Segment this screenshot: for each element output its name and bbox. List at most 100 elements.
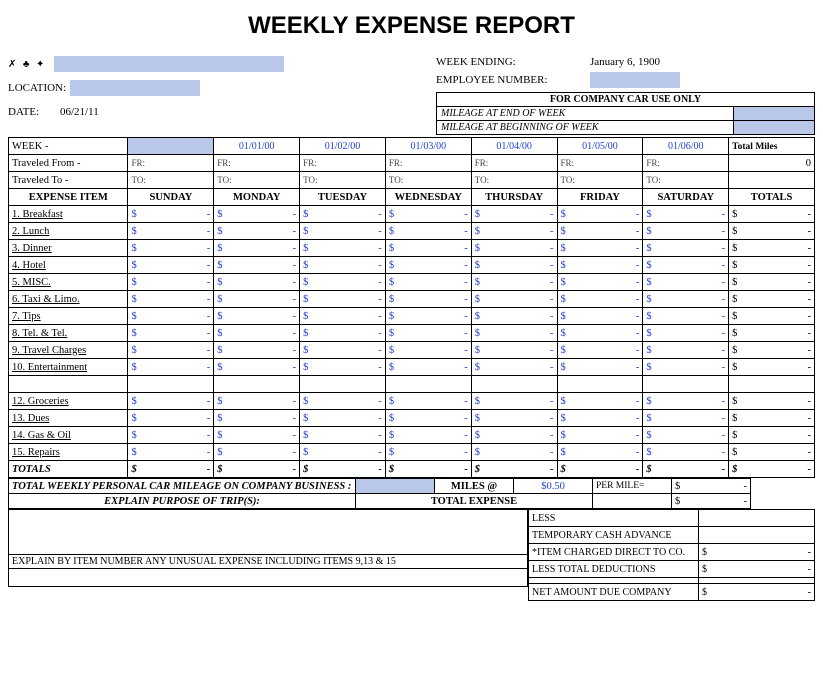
amt-5-4[interactable]: $- xyxy=(471,291,557,308)
amt-13-5[interactable]: $- xyxy=(557,427,643,444)
to-0[interactable]: TO: xyxy=(128,172,214,189)
amt-5-0[interactable]: $- xyxy=(128,291,214,308)
amt-8-0[interactable]: $- xyxy=(128,342,214,359)
amt-1-6[interactable]: $- xyxy=(643,223,729,240)
amt-3-3[interactable]: $- xyxy=(385,257,471,274)
amt-6-4[interactable]: $- xyxy=(471,308,557,325)
amt-0-6[interactable]: $- xyxy=(643,206,729,223)
amt-14-6[interactable]: $- xyxy=(643,444,729,461)
amt-5-2[interactable]: $- xyxy=(300,291,386,308)
amt-8-5[interactable]: $- xyxy=(557,342,643,359)
amt-11-6[interactable]: $- xyxy=(643,393,729,410)
amt-7-5[interactable]: $- xyxy=(557,325,643,342)
to-1[interactable]: TO: xyxy=(214,172,300,189)
amt-0-0[interactable]: $- xyxy=(128,206,214,223)
amt-4-4[interactable]: $- xyxy=(471,274,557,291)
amt-4-2[interactable]: $- xyxy=(300,274,386,291)
amt-8-3[interactable]: $- xyxy=(385,342,471,359)
amt-1-0[interactable]: $- xyxy=(128,223,214,240)
amt-1-5[interactable]: $- xyxy=(557,223,643,240)
amt-5-3[interactable]: $- xyxy=(385,291,471,308)
amt-3-5[interactable]: $- xyxy=(557,257,643,274)
amt-14-1[interactable]: $- xyxy=(214,444,300,461)
amt-2-4[interactable]: $- xyxy=(471,240,557,257)
amt-3-4[interactable]: $- xyxy=(471,257,557,274)
amt-5-1[interactable]: $- xyxy=(214,291,300,308)
amt-4-5[interactable]: $- xyxy=(557,274,643,291)
amt-7-3[interactable]: $- xyxy=(385,325,471,342)
amt-12-3[interactable]: $- xyxy=(385,410,471,427)
amt-1-1[interactable]: $- xyxy=(214,223,300,240)
amt-14-3[interactable]: $- xyxy=(385,444,471,461)
from-3[interactable]: FR: xyxy=(385,155,471,172)
amt-9-3[interactable]: $- xyxy=(385,359,471,376)
amt-2-6[interactable]: $- xyxy=(643,240,729,257)
mileage-entry[interactable] xyxy=(356,479,435,494)
to-4[interactable]: TO: xyxy=(471,172,557,189)
amt-7-6[interactable]: $- xyxy=(643,325,729,342)
mileage-begin-field[interactable] xyxy=(734,121,814,134)
amt-8-4[interactable]: $- xyxy=(471,342,557,359)
amt-7-1[interactable]: $- xyxy=(214,325,300,342)
amt-1-2[interactable]: $- xyxy=(300,223,386,240)
amt-9-1[interactable]: $- xyxy=(214,359,300,376)
explain-unusual-box[interactable] xyxy=(8,569,528,587)
amt-4-6[interactable]: $- xyxy=(643,274,729,291)
amt-9-6[interactable]: $- xyxy=(643,359,729,376)
amt-5-6[interactable]: $- xyxy=(643,291,729,308)
amt-9-2[interactable]: $- xyxy=(300,359,386,376)
amt-13-1[interactable]: $- xyxy=(214,427,300,444)
amt-11-5[interactable]: $- xyxy=(557,393,643,410)
amt-4-1[interactable]: $- xyxy=(214,274,300,291)
amt-14-5[interactable]: $- xyxy=(557,444,643,461)
amt-7-2[interactable]: $- xyxy=(300,325,386,342)
amt-2-1[interactable]: $- xyxy=(214,240,300,257)
amt-12-5[interactable]: $- xyxy=(557,410,643,427)
amt-8-2[interactable]: $- xyxy=(300,342,386,359)
amt-1-3[interactable]: $- xyxy=(385,223,471,240)
amt-11-4[interactable]: $- xyxy=(471,393,557,410)
amt-9-4[interactable]: $- xyxy=(471,359,557,376)
amt-0-5[interactable]: $- xyxy=(557,206,643,223)
amt-13-2[interactable]: $- xyxy=(300,427,386,444)
amt-12-2[interactable]: $- xyxy=(300,410,386,427)
amt-13-4[interactable]: $- xyxy=(471,427,557,444)
amt-12-1[interactable]: $- xyxy=(214,410,300,427)
amt-14-4[interactable]: $- xyxy=(471,444,557,461)
explain-purpose-box[interactable] xyxy=(8,509,528,555)
amt-3-0[interactable]: $- xyxy=(128,257,214,274)
to-3[interactable]: TO: xyxy=(385,172,471,189)
mileage-end-field[interactable] xyxy=(734,107,814,120)
amt-2-2[interactable]: $- xyxy=(300,240,386,257)
amt-2-5[interactable]: $- xyxy=(557,240,643,257)
to-2[interactable]: TO: xyxy=(300,172,386,189)
location-field[interactable] xyxy=(70,80,200,96)
amt-12-4[interactable]: $- xyxy=(471,410,557,427)
amt-7-4[interactable]: $- xyxy=(471,325,557,342)
amt-0-1[interactable]: $- xyxy=(214,206,300,223)
amt-2-0[interactable]: $- xyxy=(128,240,214,257)
amt-1-4[interactable]: $- xyxy=(471,223,557,240)
amt-6-2[interactable]: $- xyxy=(300,308,386,325)
amt-12-6[interactable]: $- xyxy=(643,410,729,427)
amt-13-3[interactable]: $- xyxy=(385,427,471,444)
employee-number-field[interactable] xyxy=(590,72,680,88)
amt-9-0[interactable]: $- xyxy=(128,359,214,376)
from-0[interactable]: FR: xyxy=(128,155,214,172)
from-2[interactable]: FR: xyxy=(300,155,386,172)
amt-0-4[interactable]: $- xyxy=(471,206,557,223)
amt-6-6[interactable]: $- xyxy=(643,308,729,325)
amt-12-0[interactable]: $- xyxy=(128,410,214,427)
amt-6-0[interactable]: $- xyxy=(128,308,214,325)
amt-0-2[interactable]: $- xyxy=(300,206,386,223)
amt-14-0[interactable]: $- xyxy=(128,444,214,461)
amt-9-5[interactable]: $- xyxy=(557,359,643,376)
amt-3-6[interactable]: $- xyxy=(643,257,729,274)
amt-3-2[interactable]: $- xyxy=(300,257,386,274)
week-date-0[interactable] xyxy=(128,138,214,155)
amt-13-0[interactable]: $- xyxy=(128,427,214,444)
amt-0-3[interactable]: $- xyxy=(385,206,471,223)
amt-6-1[interactable]: $- xyxy=(214,308,300,325)
to-5[interactable]: TO: xyxy=(557,172,643,189)
amt-4-0[interactable]: $- xyxy=(128,274,214,291)
